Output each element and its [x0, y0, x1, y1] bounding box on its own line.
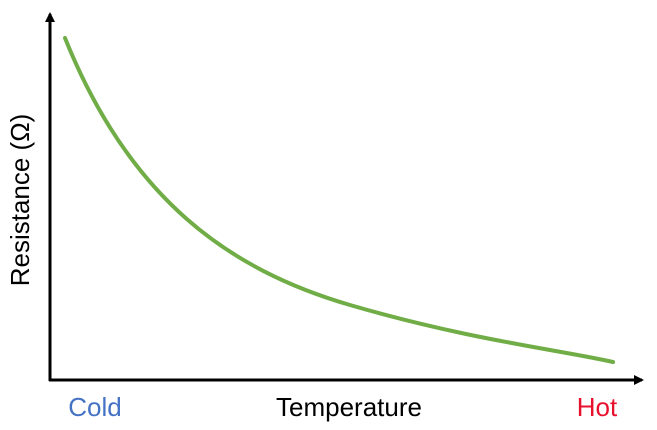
y-axis-label: Resistance (Ω) — [5, 114, 35, 287]
resistance-curve — [63, 36, 615, 364]
x-axis-label: Temperature — [276, 392, 422, 422]
cold-label: Cold — [68, 392, 121, 422]
hot-label: Hot — [577, 392, 618, 422]
